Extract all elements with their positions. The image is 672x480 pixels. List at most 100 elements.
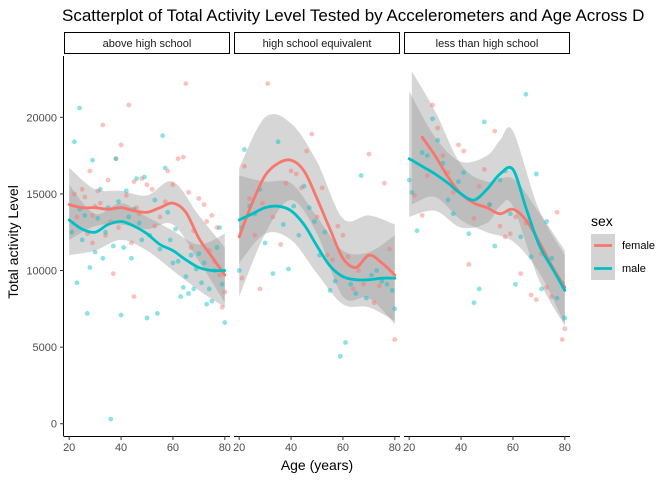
data-point-female [201,202,207,208]
data-point-female [528,292,534,298]
data-point-female [283,180,289,186]
data-point-male [84,311,90,316]
x-axis-title: Age (years) [281,457,353,473]
data-point-female [518,271,524,276]
data-point-male [424,153,430,159]
data-point-male [348,281,354,287]
data-point-female [299,185,304,191]
data-point-female [513,214,518,220]
x-tick-label: 80 [219,442,231,454]
data-point-female [123,193,129,198]
data-point-male [476,286,482,292]
x-tick-label: 60 [167,442,179,454]
x-tick-label: 80 [389,442,401,454]
data-point-female [430,102,435,108]
smooth-line-male [237,204,397,282]
data-point-male [291,203,297,209]
data-point-male [450,211,456,217]
data-point-female [356,268,361,273]
panel-above-high-school: above high school 20 40 60 80 [63,32,231,454]
data-point-male [363,295,369,301]
data-point-male [513,281,518,287]
confidence-band-female [69,167,225,303]
data-point-female [382,180,387,186]
data-point-female [186,190,191,195]
data-point-male [435,137,441,143]
data-point-female [222,289,228,295]
confidence-band-female [411,71,565,325]
data-point-male [217,225,223,231]
data-point-male [461,170,467,175]
data-point-female [90,213,95,218]
data-point-female [288,168,294,174]
data-point-male [87,265,93,270]
data-point-female [129,240,134,246]
data-point-male [466,231,472,237]
data-point-male [544,219,550,224]
data-point-male [497,177,503,183]
data-point-male [188,252,194,258]
data-point-female [502,234,508,240]
data-point-male [139,237,145,243]
data-point-female [165,168,171,174]
data-point-male [113,156,119,162]
data-point-male [322,229,328,235]
data-point-male [77,105,82,111]
data-point-female [188,245,194,250]
data-point-male [196,251,202,257]
data-point-female [371,300,377,306]
facet-strip [234,32,400,54]
data-point-male [136,220,142,226]
data-point-male [157,246,163,252]
data-point-female [270,214,276,220]
x-tick-label: 40 [455,442,467,454]
data-point-female [330,257,335,263]
data-point-male [129,255,134,261]
data-point-male [204,301,210,307]
data-point-male [562,315,568,321]
data-point-female [461,148,467,154]
data-point-female [82,194,88,200]
data-point-female [450,190,456,195]
data-point-male [92,249,98,255]
data-point-female [100,122,106,128]
data-point-female [419,213,425,218]
x-tick-label: 40 [285,442,297,454]
data-point-female [562,326,568,332]
data-point-male [301,183,307,189]
legend-label-male: male [622,263,646,275]
data-point-male [206,286,212,292]
confidence-band-male [69,184,225,308]
data-point-male [155,311,160,316]
data-point-male [165,209,171,215]
data-point-male [430,116,435,122]
data-point-female [209,213,215,218]
data-point-male [280,222,286,227]
smooth-line-male [67,218,227,273]
smooth-line-female [237,158,397,277]
legend-title: sex [591,213,613,229]
data-point-male [183,274,189,279]
data-point-male [178,294,184,299]
data-point-male [275,139,281,145]
data-point-female [144,182,150,188]
data-point-male [549,255,555,261]
data-point-male [409,190,415,195]
facet-strip-label: high school equivalent [263,38,372,50]
data-point-male [144,315,150,321]
data-point-female [387,246,392,252]
data-point-female [131,294,137,299]
data-point-female [214,225,220,231]
data-point-male [236,268,242,273]
data-point-male [554,295,560,301]
data-point-female [149,186,155,192]
data-point-female [196,196,202,201]
data-point-male [118,312,124,318]
smooth-line-female [420,135,567,289]
data-point-female [257,286,263,292]
data-point-female [170,182,176,188]
data-point-female [314,214,320,220]
data-point-female [440,153,446,159]
data-point-male [392,306,398,312]
